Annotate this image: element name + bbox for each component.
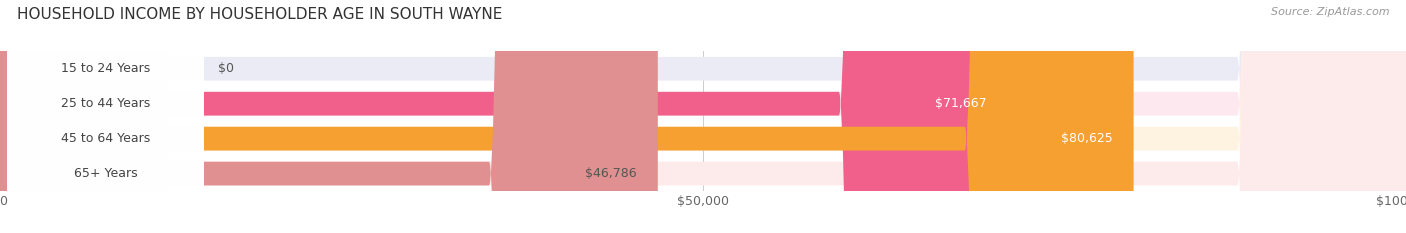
FancyBboxPatch shape — [0, 0, 1133, 233]
Text: 25 to 44 Years: 25 to 44 Years — [60, 97, 150, 110]
Text: $71,667: $71,667 — [935, 97, 987, 110]
Text: HOUSEHOLD INCOME BY HOUSEHOLDER AGE IN SOUTH WAYNE: HOUSEHOLD INCOME BY HOUSEHOLDER AGE IN S… — [17, 7, 502, 22]
Text: $80,625: $80,625 — [1060, 132, 1112, 145]
Text: Source: ZipAtlas.com: Source: ZipAtlas.com — [1271, 7, 1389, 17]
FancyBboxPatch shape — [0, 0, 658, 233]
Text: $46,786: $46,786 — [585, 167, 637, 180]
FancyBboxPatch shape — [7, 0, 204, 233]
Text: $0: $0 — [218, 62, 233, 75]
FancyBboxPatch shape — [7, 0, 204, 233]
FancyBboxPatch shape — [7, 0, 204, 233]
Text: 65+ Years: 65+ Years — [73, 167, 138, 180]
FancyBboxPatch shape — [0, 0, 1008, 233]
Text: 45 to 64 Years: 45 to 64 Years — [60, 132, 150, 145]
Text: 15 to 24 Years: 15 to 24 Years — [60, 62, 150, 75]
FancyBboxPatch shape — [7, 0, 204, 233]
